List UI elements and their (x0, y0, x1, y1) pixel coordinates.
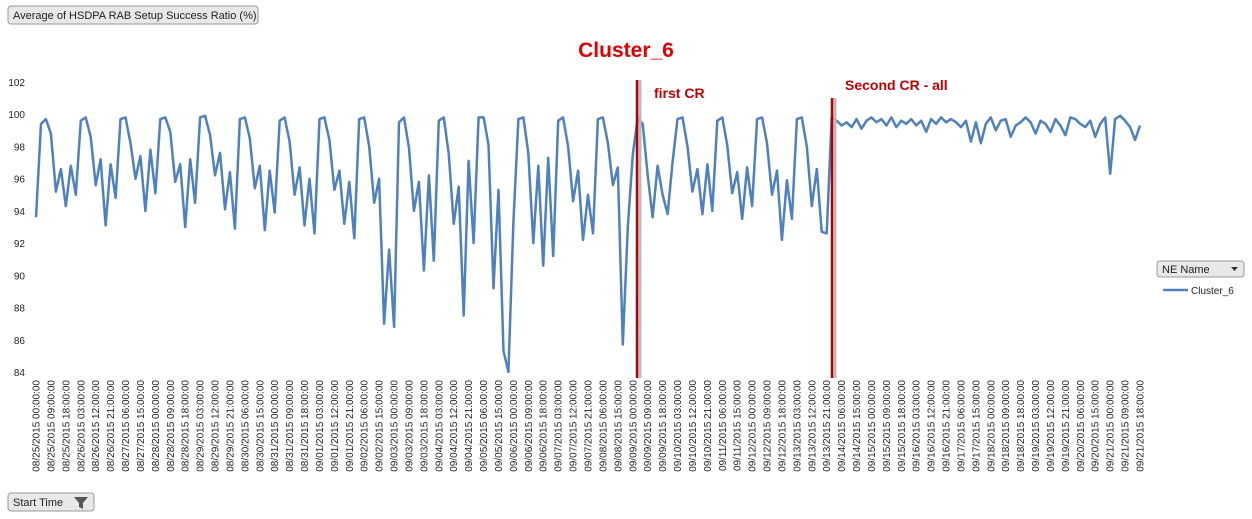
x-tick-label: 09/12/2015 18:00:00 (777, 380, 788, 472)
x-tick-label: 08/31/2015 00:00:00 (270, 380, 281, 472)
y-tick-label: 98 (14, 142, 26, 153)
x-tick-label: 09/18/2015 18:00:00 (1016, 380, 1027, 472)
x-tick-label: 09/13/2015 03:00:00 (792, 380, 803, 472)
y-tick-label: 86 (14, 336, 26, 347)
x-tick-label: 09/08/2015 15:00:00 (613, 380, 624, 472)
x-tick-label: 09/08/2015 06:00:00 (598, 380, 609, 472)
x-tick-label: 09/07/2015 03:00:00 (554, 380, 565, 472)
x-tick-label: 08/25/2015 09:00:00 (46, 380, 57, 472)
x-tick-label: 08/31/2015 09:00:00 (285, 380, 296, 472)
x-tick-label: 09/14/2015 15:00:00 (852, 380, 863, 472)
x-tick-label: 09/09/2015 18:00:00 (658, 380, 669, 472)
x-tick-label: 09/21/2015 09:00:00 (1121, 380, 1132, 472)
x-tick-label: 09/21/2015 18:00:00 (1136, 380, 1147, 472)
x-tick-label: 08/26/2015 03:00:00 (76, 380, 87, 472)
x-tick-label: 09/16/2015 12:00:00 (927, 380, 938, 472)
x-tick-label: 09/15/2015 00:00:00 (867, 380, 878, 472)
x-tick-label: 08/26/2015 21:00:00 (106, 380, 117, 472)
x-tick-label: 08/29/2015 21:00:00 (225, 380, 236, 472)
y-tick-label: 100 (8, 110, 25, 121)
x-tick-label: 09/07/2015 12:00:00 (569, 380, 580, 472)
x-tick-label: 09/11/2015 15:00:00 (733, 380, 744, 471)
legend-field-button[interactable] (1156, 260, 1245, 278)
x-tick-label: 08/30/2015 15:00:00 (255, 380, 266, 472)
x-tick-label: 09/10/2015 12:00:00 (688, 380, 699, 472)
x-tick-label: 09/19/2015 21:00:00 (1061, 380, 1072, 472)
dropdown-icon (1231, 267, 1238, 271)
x-tick-label: 09/03/2015 18:00:00 (419, 380, 430, 472)
x-tick-label: 09/01/2015 12:00:00 (330, 380, 341, 472)
series-line (34, 114, 1142, 374)
x-tick-label: 09/15/2015 18:00:00 (897, 380, 908, 472)
x-tick-label: 09/04/2015 12:00:00 (449, 380, 460, 472)
x-tick-label: 08/26/2015 12:00:00 (91, 380, 102, 472)
x-tick-label: 09/07/2015 21:00:00 (584, 380, 595, 472)
x-tick-label: 09/17/2015 15:00:00 (971, 380, 982, 472)
y-tick-label: 88 (14, 304, 26, 315)
x-tick-label: 09/02/2015 06:00:00 (360, 380, 371, 472)
x-tick-label: 09/03/2015 09:00:00 (404, 380, 415, 472)
x-tick-label: 09/12/2015 00:00:00 (748, 380, 759, 472)
x-tick-label: 09/18/2015 00:00:00 (986, 380, 997, 472)
x-tick-label: 09/01/2015 21:00:00 (345, 380, 356, 472)
x-tick-label: 08/29/2015 03:00:00 (196, 380, 207, 472)
x-tick-label: 09/20/2015 15:00:00 (1091, 380, 1102, 472)
y-tick-label: 90 (14, 271, 26, 282)
x-tick-label: 08/31/2015 18:00:00 (300, 380, 311, 472)
x-tick-label: 09/16/2015 03:00:00 (912, 380, 923, 472)
x-tick-label: 09/06/2015 18:00:00 (539, 380, 550, 472)
x-tick-label: 09/14/2015 06:00:00 (837, 380, 848, 472)
value-field-label: Average of HSDPA RAB Setup Success Ratio… (13, 10, 257, 22)
x-tick-label: 09/03/2015 00:00:00 (390, 380, 401, 472)
x-tick-label: 08/25/2015 18:00:00 (61, 380, 72, 472)
x-tick-label: 09/10/2015 21:00:00 (703, 380, 714, 472)
x-tick-label: 09/10/2015 03:00:00 (673, 380, 684, 472)
legend-label: Cluster_6 (1191, 286, 1234, 297)
x-tick-label: 09/11/2015 06:00:00 (718, 380, 729, 471)
annotation-label: first CR (654, 85, 705, 101)
x-tick-label: 09/05/2015 06:00:00 (479, 380, 490, 472)
legend-field-label: NE Name (1162, 264, 1210, 276)
x-tick-label: 08/30/2015 06:00:00 (240, 380, 251, 472)
y-tick-label: 94 (14, 207, 26, 218)
x-tick-label: 09/19/2015 03:00:00 (1031, 380, 1042, 472)
x-tick-label: 08/29/2015 12:00:00 (211, 380, 222, 472)
value-field-button[interactable] (7, 5, 259, 25)
chart-title: Cluster_6 (578, 39, 674, 62)
x-tick-label: 08/28/2015 18:00:00 (181, 380, 192, 472)
x-tick-label: 09/21/2015 00:00:00 (1106, 380, 1117, 472)
x-tick-label: 09/16/2015 21:00:00 (942, 380, 953, 472)
x-tick-label: 09/13/2015 21:00:00 (822, 380, 833, 472)
axis-field-label: Start Time (13, 497, 63, 509)
y-tick-label: 84 (14, 368, 26, 379)
x-tick-label: 09/01/2015 03:00:00 (315, 380, 326, 472)
filter-icon (74, 497, 88, 509)
annotation-label: Second CR - all (845, 77, 948, 93)
x-tick-label: 08/25/2015 00:00:00 (32, 380, 43, 472)
x-tick-label: 09/19/2015 12:00:00 (1046, 380, 1057, 472)
x-tick-label: 09/20/2015 06:00:00 (1076, 380, 1087, 472)
x-tick-label: 08/28/2015 00:00:00 (151, 380, 162, 472)
x-tick-label: 08/27/2015 15:00:00 (136, 380, 147, 472)
axis-field-button[interactable] (7, 492, 95, 512)
x-tick-label: 09/15/2015 09:00:00 (882, 380, 893, 472)
x-tick-label: 09/13/2015 12:00:00 (807, 380, 818, 472)
x-tick-label: 09/09/2015 00:00:00 (628, 380, 639, 472)
x-tick-label: 09/04/2015 21:00:00 (464, 380, 475, 472)
x-tick-label: 09/17/2015 06:00:00 (956, 380, 967, 472)
x-tick-label: 09/04/2015 03:00:00 (434, 380, 445, 472)
x-tick-label: 08/28/2015 09:00:00 (166, 380, 177, 472)
y-tick-label: 92 (14, 239, 26, 250)
x-tick-label: 09/18/2015 09:00:00 (1001, 380, 1012, 472)
y-tick-label: 96 (14, 175, 26, 186)
x-tick-label: 09/09/2015 09:00:00 (643, 380, 654, 472)
x-tick-label: 08/27/2015 06:00:00 (121, 380, 132, 472)
x-tick-label: 09/06/2015 00:00:00 (509, 380, 520, 472)
x-tick-label: 09/06/2015 09:00:00 (524, 380, 535, 472)
x-tick-label: 09/12/2015 09:00:00 (763, 380, 774, 472)
x-tick-label: 09/02/2015 15:00:00 (375, 380, 386, 472)
y-tick-label: 102 (8, 78, 25, 89)
x-tick-label: 09/05/2015 15:00:00 (494, 380, 505, 472)
